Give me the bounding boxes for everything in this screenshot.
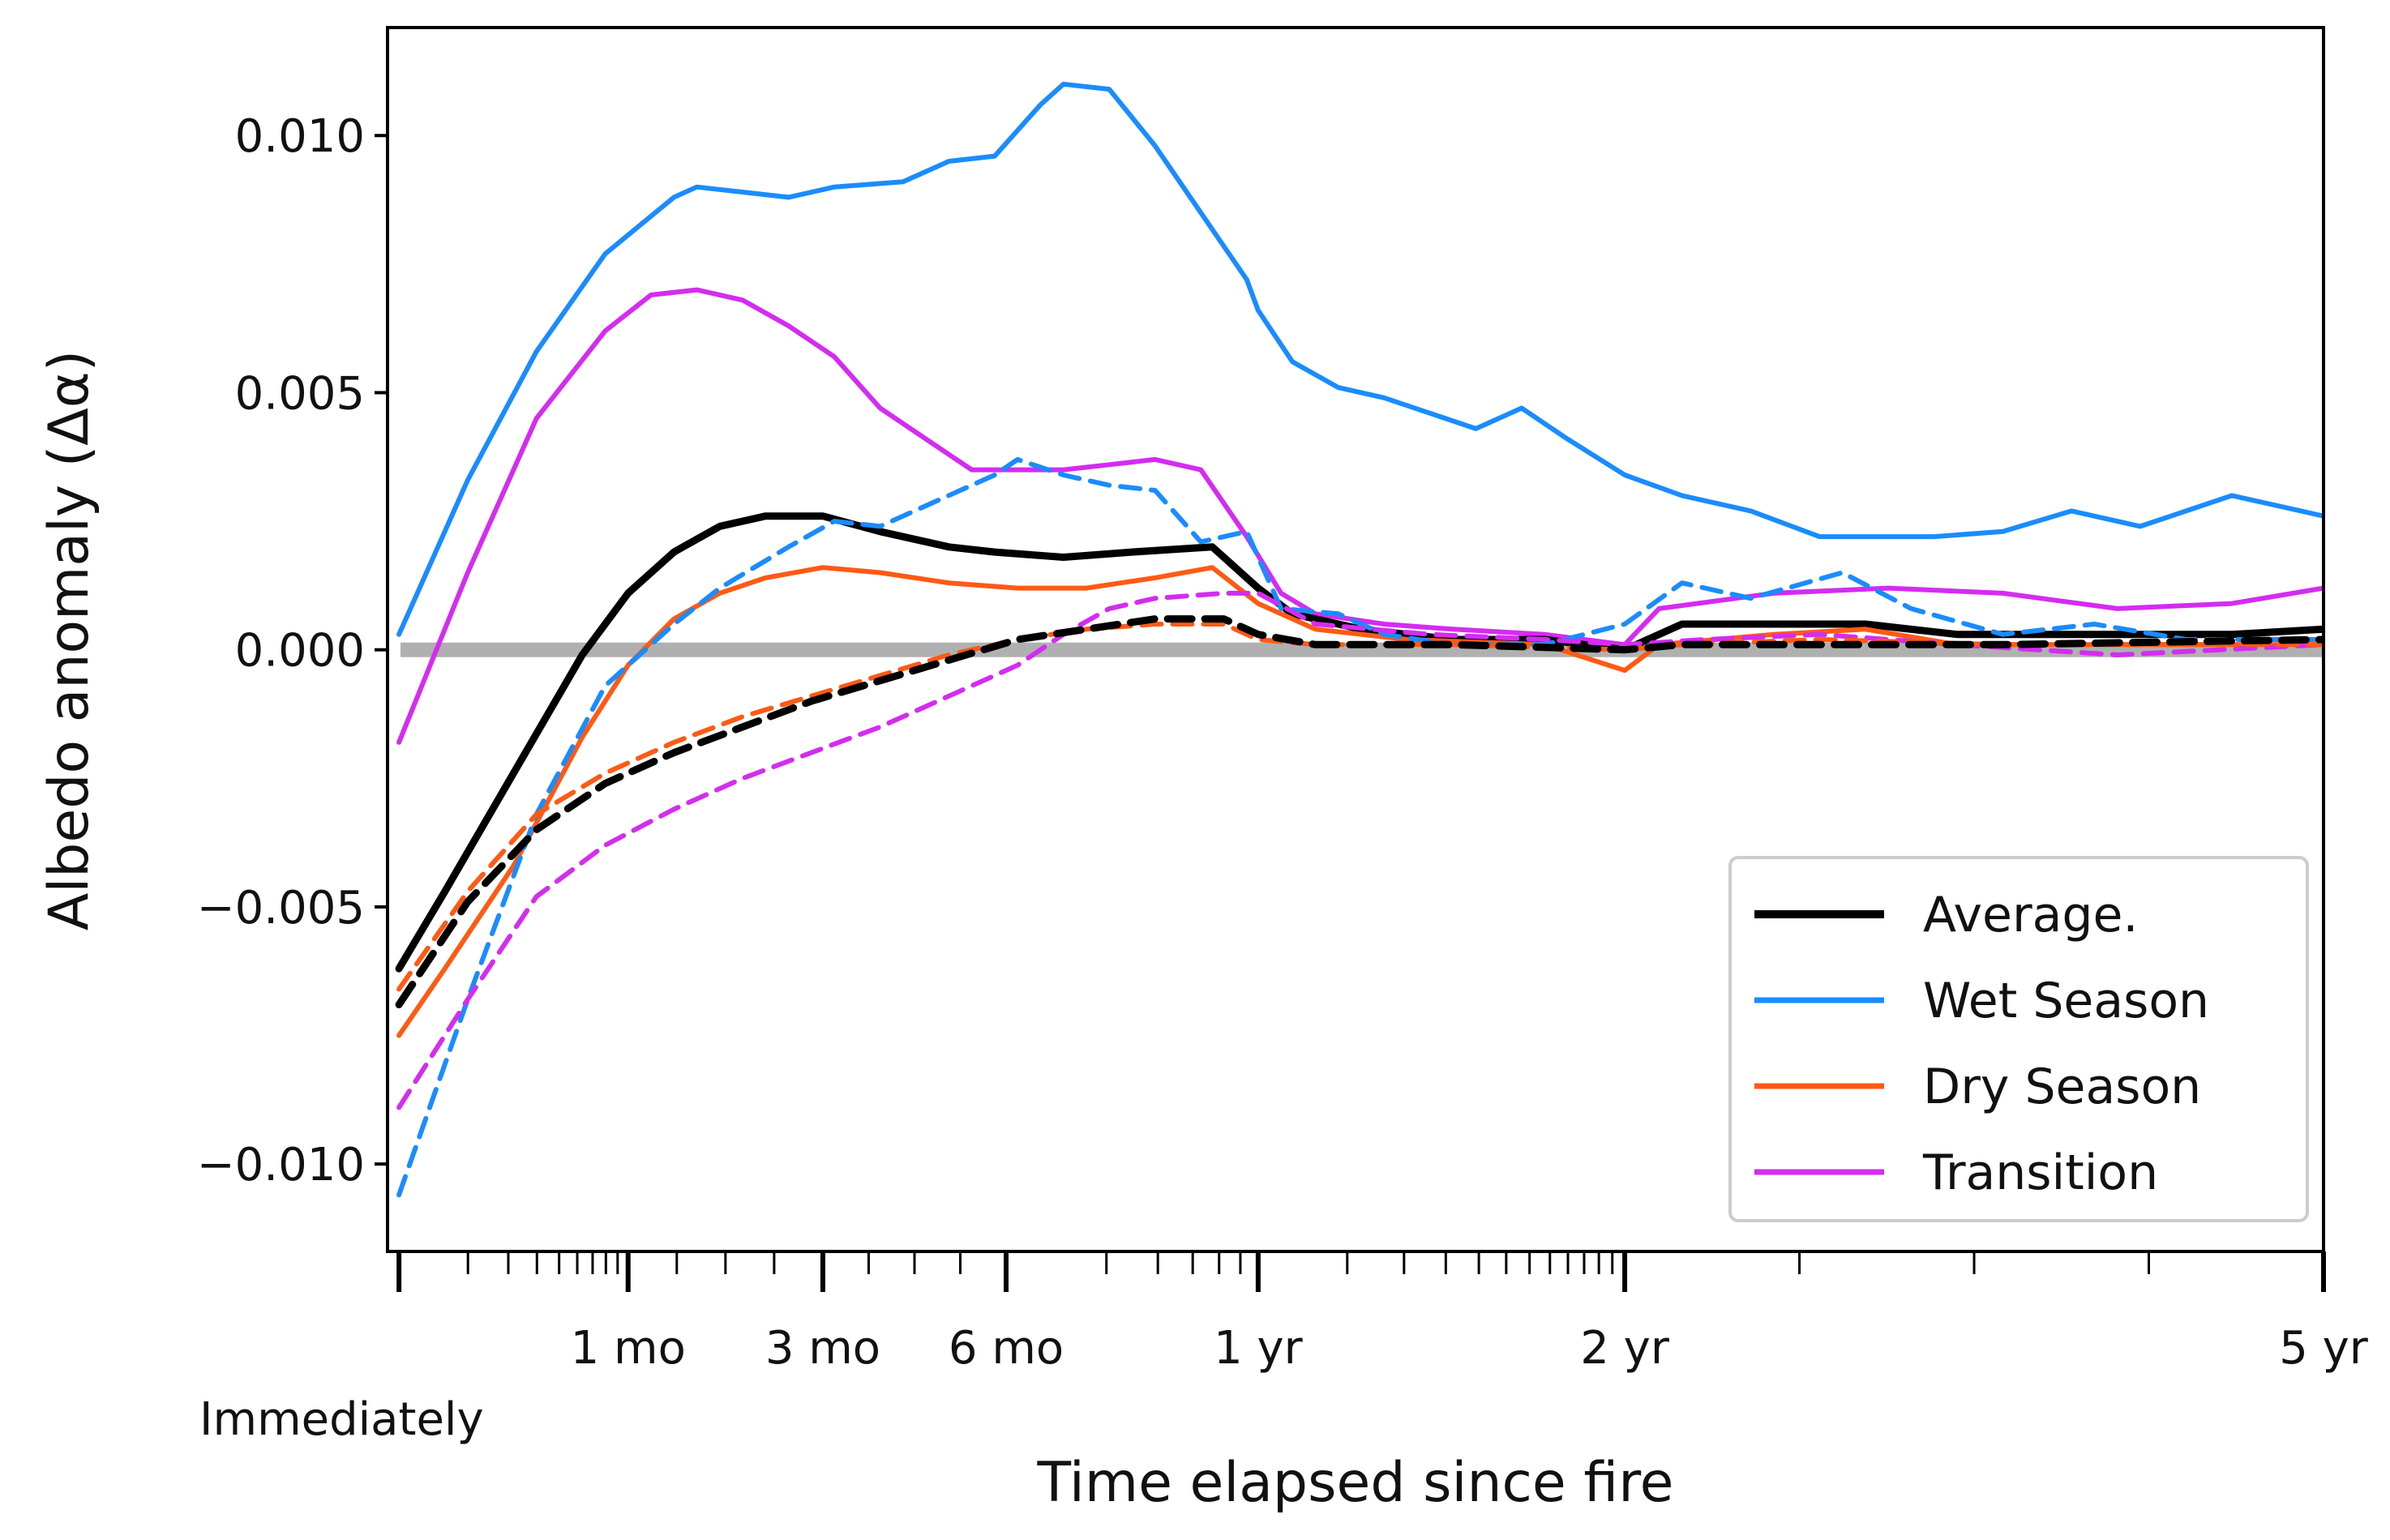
y-tick-label: −0.010 xyxy=(197,1139,365,1191)
legend-label: Transition xyxy=(1922,1144,2158,1201)
legend-box xyxy=(1728,856,2309,1222)
y-tick-label: 0.005 xyxy=(235,367,365,420)
x-tick-label: 1 mo xyxy=(571,1322,686,1375)
x-tick-label: Immediately xyxy=(199,1393,484,1446)
series-line-average-solid xyxy=(395,512,2324,973)
series-line-transition-dashed xyxy=(396,590,2324,1110)
plot-frame xyxy=(386,26,2325,1253)
legend: Average. Wet Season Dry Season Transition xyxy=(1728,856,2309,1222)
y-tick-label: 0.000 xyxy=(235,625,365,678)
y-tick-label: −0.005 xyxy=(197,882,365,935)
x-axis: Immediately 1 mo 3 mo 6 mo 1 yr 2 yr 5 yr xyxy=(199,1251,2369,1446)
series-line-wet-season-solid xyxy=(396,81,2324,637)
x-tick-label: 2 yr xyxy=(1580,1322,1670,1375)
legend-label: Average. xyxy=(1923,887,2138,943)
x-tick-label: 6 mo xyxy=(949,1322,1064,1375)
x-tick-label: 1 yr xyxy=(1214,1322,1304,1375)
y-axis-title: Albedo anomaly (Δα) xyxy=(37,350,101,930)
series-line-wet-season-dashed xyxy=(396,456,2324,1198)
series-line-average-dashed xyxy=(395,615,2324,1008)
y-axis: 0.010 0.005 0.000 −0.005 −0.010 xyxy=(197,110,388,1191)
x-axis-title: Time elapsed since fire xyxy=(1036,1451,1673,1515)
legend-label: Wet Season xyxy=(1923,973,2209,1029)
series-layer xyxy=(395,81,2324,1198)
x-tick-label: 5 yr xyxy=(2279,1322,2369,1375)
x-tick-label: 3 mo xyxy=(765,1322,880,1375)
legend-label: Dry Season xyxy=(1923,1059,2201,1115)
y-tick-label: 0.010 xyxy=(235,110,365,163)
